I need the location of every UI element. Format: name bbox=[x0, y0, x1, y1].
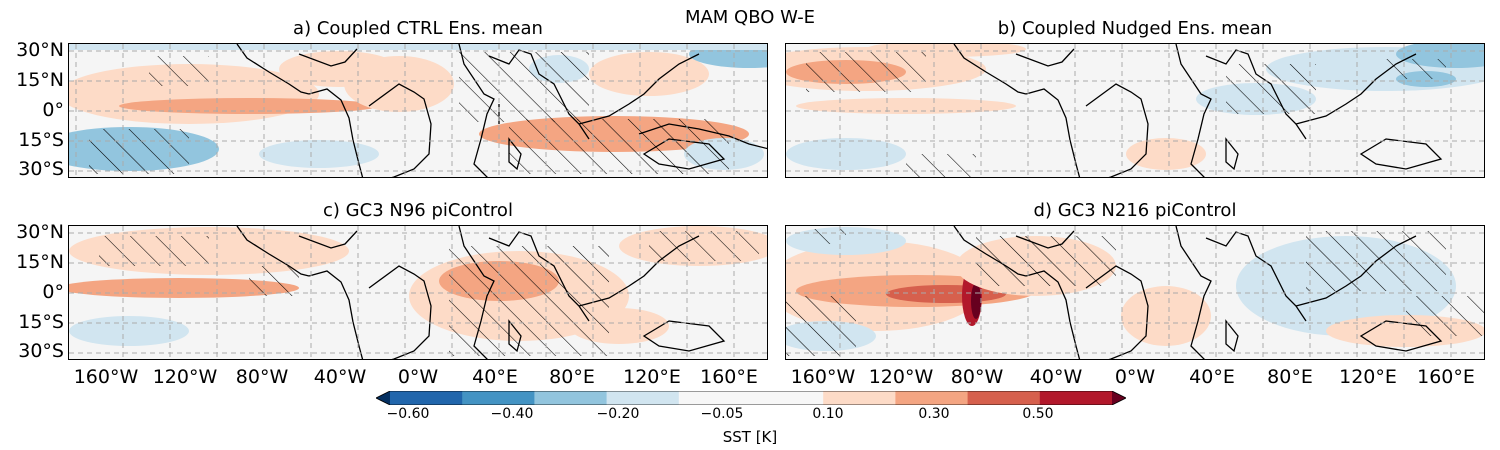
panel-a-svg bbox=[69, 44, 767, 177]
lon-tick-c-4: 0°W bbox=[397, 366, 439, 388]
colorbar-segment bbox=[1039, 391, 1113, 405]
cbar-tick-1: −0.40 bbox=[490, 406, 534, 422]
colorbar-segment bbox=[967, 391, 1041, 405]
hatching bbox=[99, 231, 759, 356]
cbar-tick-4: 0.10 bbox=[812, 406, 844, 422]
lon-tick-c-2: 80°W bbox=[235, 366, 289, 388]
colorbar-segment bbox=[751, 391, 824, 405]
colorbar-svg bbox=[375, 390, 1127, 406]
gridlines bbox=[69, 44, 767, 177]
colorbar bbox=[375, 390, 1127, 406]
colorbar-segment bbox=[895, 391, 969, 405]
lon-tick-c-1: 120°W bbox=[152, 366, 218, 388]
lat-tick-c-30n: 30°N bbox=[16, 221, 64, 243]
coastlines bbox=[236, 226, 726, 359]
panel-d-title: d) GC3 N216 piControl bbox=[1033, 200, 1237, 221]
lon-tick-d-0: 160°W bbox=[790, 366, 856, 388]
colorbar-segment bbox=[823, 391, 896, 405]
cbar-tick-0: −0.60 bbox=[386, 406, 430, 422]
panel-d-map bbox=[785, 225, 1485, 360]
lon-tick-c-6: 80°E bbox=[549, 366, 595, 388]
lon-tick-d-3: 40°W bbox=[1029, 366, 1083, 388]
lon-tick-d-7: 120°E bbox=[1339, 366, 1397, 388]
colorbar-segment bbox=[376, 391, 390, 405]
colorbar-label: SST [K] bbox=[722, 428, 778, 446]
panel-c-title: c) GC3 N96 piControl bbox=[323, 200, 513, 221]
lat-tick-a-eq: 0° bbox=[42, 99, 64, 121]
hatching bbox=[806, 52, 1446, 177]
lat-tick-a-30s: 30°S bbox=[18, 158, 64, 180]
lat-tick-c-15s: 15°S bbox=[18, 311, 64, 333]
lon-tick-c-8: 160°E bbox=[700, 366, 758, 388]
panel-c-map bbox=[68, 225, 768, 360]
coastlines bbox=[953, 226, 1443, 359]
cbar-tick-2: −0.20 bbox=[596, 406, 640, 422]
panel-c-svg bbox=[69, 226, 767, 359]
lon-tick-d-5: 40°E bbox=[1189, 366, 1235, 388]
colorbar-segments bbox=[376, 391, 1126, 405]
lat-tick-c-15n: 15°N bbox=[16, 251, 64, 273]
cbar-tick-5: 0.30 bbox=[918, 406, 950, 422]
coastlines bbox=[953, 44, 1443, 177]
lon-tick-c-7: 120°E bbox=[623, 366, 681, 388]
panel-d-svg bbox=[786, 226, 1484, 359]
panel-b-map bbox=[785, 43, 1485, 178]
lon-tick-d-8: 160°E bbox=[1417, 366, 1475, 388]
panel-b-title: b) Coupled Nudged Ens. mean bbox=[997, 18, 1273, 39]
panel-b-svg bbox=[786, 44, 1484, 177]
lon-tick-d-6: 80°E bbox=[1267, 366, 1313, 388]
lat-tick-a-15n: 15°N bbox=[16, 69, 64, 91]
cbar-tick-6: 0.50 bbox=[1022, 406, 1054, 422]
lon-tick-c-5: 40°E bbox=[472, 366, 518, 388]
lon-tick-c-3: 40°W bbox=[313, 366, 367, 388]
gridlines bbox=[69, 226, 767, 359]
lon-tick-d-2: 80°W bbox=[950, 366, 1004, 388]
lon-tick-d-1: 120°W bbox=[868, 366, 934, 388]
lon-tick-d-4: 0°W bbox=[1114, 366, 1156, 388]
colorbar-segment bbox=[462, 391, 535, 405]
figure-title: MAM QBO W-E bbox=[684, 7, 816, 28]
lat-tick-a-30n: 30°N bbox=[16, 39, 64, 61]
colorbar-segment bbox=[534, 391, 608, 405]
lat-tick-c-eq: 0° bbox=[42, 281, 64, 303]
lon-tick-c-0: 160°W bbox=[73, 366, 139, 388]
colorbar-segment bbox=[678, 391, 752, 405]
gridlines bbox=[786, 226, 1484, 359]
colorbar-segment bbox=[606, 391, 680, 405]
gridlines bbox=[786, 44, 1484, 177]
panel-a-map bbox=[68, 43, 768, 178]
cbar-tick-3: −0.05 bbox=[700, 406, 744, 422]
colorbar-segment bbox=[390, 391, 463, 405]
lat-tick-c-30s: 30°S bbox=[18, 340, 64, 362]
panel-a-title: a) Coupled CTRL Ens. mean bbox=[293, 18, 543, 39]
colorbar-segment bbox=[1112, 391, 1126, 405]
lat-tick-a-15s: 15°S bbox=[18, 129, 64, 151]
